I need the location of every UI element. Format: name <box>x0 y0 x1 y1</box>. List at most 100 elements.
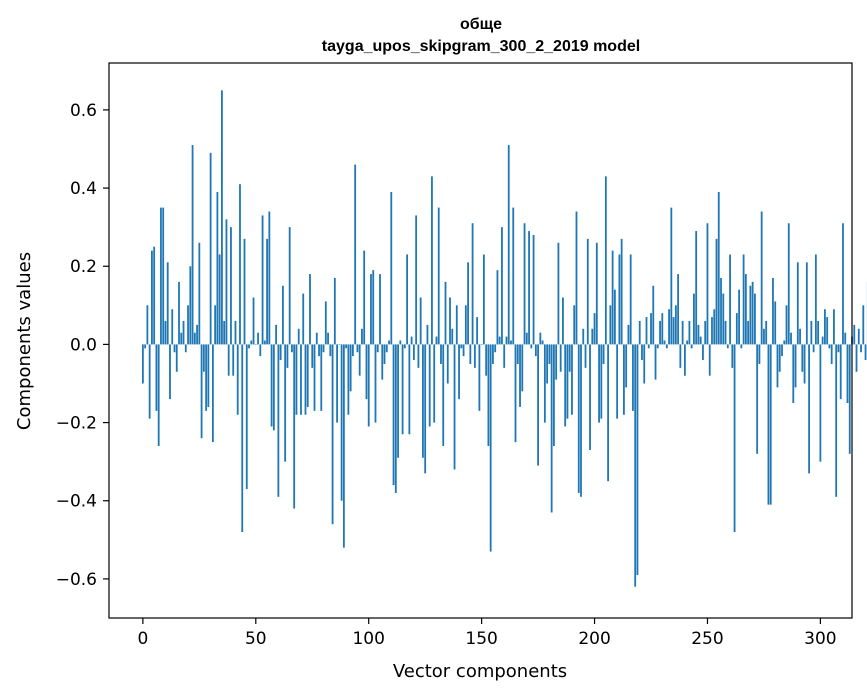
bar-223 <box>645 317 648 345</box>
bar-75 <box>311 344 314 368</box>
bar-49 <box>252 297 255 345</box>
bar-202 <box>598 344 600 423</box>
bar-132 <box>440 344 442 364</box>
bar-20 <box>187 305 189 345</box>
x-axis-ticks: 0 50 100 150 200 250 300 <box>137 618 837 649</box>
bar-29 <box>207 344 210 407</box>
bar-244 <box>693 293 695 345</box>
bar-247 <box>699 336 702 345</box>
bar-196 <box>584 344 587 368</box>
bar-96 <box>358 344 361 376</box>
bar-279 <box>772 277 774 345</box>
bar-258 <box>724 320 727 345</box>
bar-2 <box>146 305 149 345</box>
bar-68 <box>295 344 298 415</box>
y-tick-label: 0.4 <box>70 179 97 199</box>
bar-14 <box>173 344 176 353</box>
bar-320 <box>864 344 867 361</box>
bar-115 <box>401 344 404 435</box>
bar-53 <box>261 215 264 345</box>
bar-19 <box>184 344 187 353</box>
bar-160 <box>503 344 506 368</box>
bar-65 <box>288 227 291 345</box>
x-tick-label: 300 <box>804 629 836 649</box>
chart-title-line2: tayga_upos_skipgram_300_2_2019 model <box>322 38 640 55</box>
bar-269 <box>749 285 752 345</box>
bar-4 <box>151 250 153 345</box>
x-tick-label: 0 <box>137 629 148 649</box>
bar-88 <box>340 344 343 501</box>
bar-36 <box>223 320 226 345</box>
bar-240 <box>683 344 686 376</box>
bar-25 <box>198 242 201 345</box>
bar-63 <box>284 344 287 462</box>
bar-97 <box>361 328 363 345</box>
bar-180 <box>548 344 551 364</box>
bar-307 <box>835 344 838 497</box>
bar-133 <box>442 344 445 447</box>
bar-87 <box>338 344 341 345</box>
bar-313 <box>848 344 851 454</box>
bar-138 <box>453 344 456 470</box>
bar-291 <box>799 328 801 345</box>
bar-101 <box>370 274 372 345</box>
bar-179 <box>546 344 549 384</box>
bar-200 <box>593 313 596 345</box>
bar-153 <box>487 344 490 447</box>
bar-253 <box>713 309 716 345</box>
bar-201 <box>595 242 598 345</box>
bar-255 <box>717 191 720 345</box>
bar-315 <box>853 324 856 345</box>
bar-167 <box>519 344 521 407</box>
bar-91 <box>347 344 350 415</box>
bar-6 <box>155 344 158 411</box>
bar-47 <box>248 344 250 349</box>
bar-169 <box>523 223 526 345</box>
bar-84 <box>331 344 334 525</box>
bar-283 <box>781 344 783 357</box>
bar-73 <box>306 344 309 407</box>
bar-0 <box>141 344 144 384</box>
bar-224 <box>647 344 650 349</box>
bar-95 <box>356 344 359 353</box>
bar-219 <box>636 344 639 576</box>
bar-212 <box>620 238 623 345</box>
bar-125 <box>424 344 427 474</box>
bar-234 <box>670 207 673 345</box>
bar-83 <box>329 344 332 357</box>
y-tick-label: 0.2 <box>70 257 97 277</box>
bar-139 <box>455 305 458 345</box>
bar-148 <box>476 317 479 345</box>
bar-249 <box>704 320 707 345</box>
bar-34 <box>218 254 221 345</box>
bar-8 <box>160 207 162 345</box>
bar-266 <box>742 254 745 345</box>
bar-52 <box>259 344 262 357</box>
bar-298 <box>814 254 817 345</box>
bar-46 <box>245 344 248 490</box>
bar-256 <box>720 277 722 345</box>
bar-104 <box>376 344 379 353</box>
bar-5 <box>153 246 156 345</box>
bar-181 <box>550 344 553 513</box>
bar-232 <box>665 344 668 349</box>
bar-130 <box>435 336 438 345</box>
bar-127 <box>428 344 431 427</box>
bar-131 <box>437 207 440 345</box>
bar-270 <box>751 281 754 345</box>
bar-99 <box>365 344 368 400</box>
bar-146 <box>471 223 474 345</box>
bar-186 <box>562 297 564 345</box>
bar-273 <box>758 344 761 364</box>
bar-318 <box>860 344 862 353</box>
bar-134 <box>444 281 447 345</box>
bar-93 <box>352 344 354 357</box>
bar-33 <box>216 191 219 345</box>
bar-310 <box>842 223 844 345</box>
bar-59 <box>275 324 278 345</box>
bar-220 <box>638 320 641 345</box>
bar-303 <box>826 317 829 345</box>
bar-221 <box>641 344 643 361</box>
bar-287 <box>790 332 792 345</box>
bar-268 <box>747 320 750 345</box>
